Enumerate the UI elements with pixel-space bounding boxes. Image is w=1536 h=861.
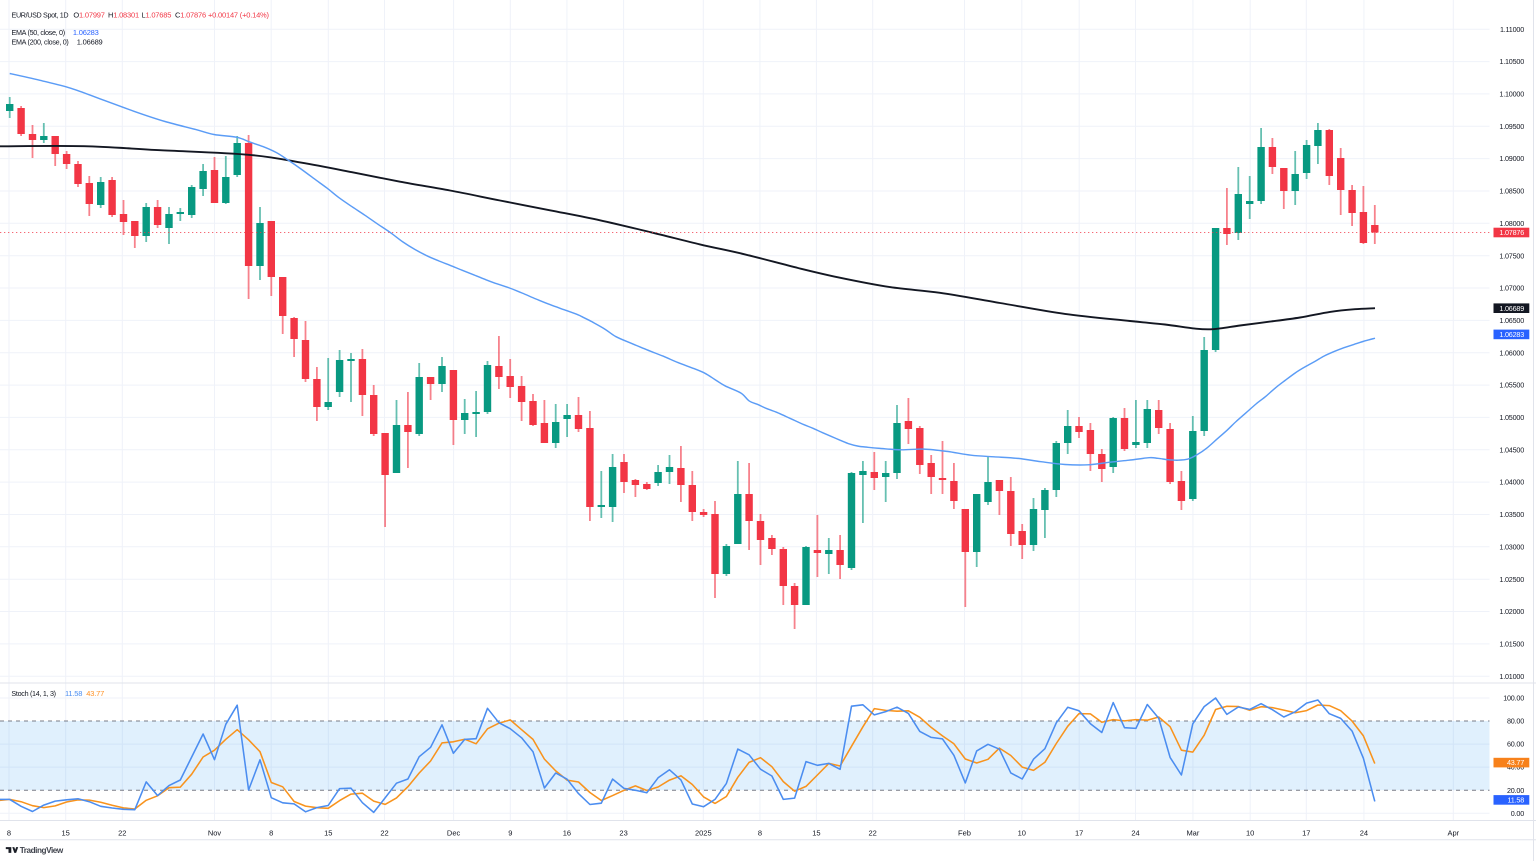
svg-text:1.05000: 1.05000 — [1499, 413, 1524, 422]
svg-text:8: 8 — [7, 828, 11, 837]
svg-text:9: 9 — [508, 828, 512, 837]
svg-text:15: 15 — [812, 828, 820, 837]
svg-text:2025: 2025 — [695, 828, 712, 837]
svg-text:1.06283: 1.06283 — [1499, 330, 1524, 339]
svg-text:23: 23 — [619, 828, 627, 837]
svg-text:24: 24 — [1131, 828, 1139, 837]
svg-text:11.58: 11.58 — [65, 689, 82, 698]
svg-text:TradingView: TradingView — [20, 846, 64, 855]
svg-text:1.07500: 1.07500 — [1499, 251, 1524, 260]
svg-text:1.08000: 1.08000 — [1499, 219, 1524, 228]
svg-text:Mar: Mar — [1186, 828, 1199, 837]
svg-text:EUR/USD Spot, 1D: EUR/USD Spot, 1D — [12, 11, 69, 20]
svg-text:22: 22 — [118, 828, 126, 837]
svg-text:Feb: Feb — [958, 828, 971, 837]
svg-text:100.00: 100.00 — [1503, 694, 1524, 703]
svg-text:10: 10 — [1018, 828, 1026, 837]
svg-text:15: 15 — [62, 828, 70, 837]
svg-text:1.01000: 1.01000 — [1499, 672, 1524, 681]
svg-text:1.02500: 1.02500 — [1499, 575, 1524, 584]
svg-text:22: 22 — [380, 828, 388, 837]
svg-text:1.03500: 1.03500 — [1499, 510, 1524, 519]
svg-text:24: 24 — [1360, 828, 1368, 837]
svg-text:22: 22 — [869, 828, 877, 837]
svg-text:Apr: Apr — [1447, 828, 1459, 837]
svg-text:Dec: Dec — [447, 828, 461, 837]
svg-text:1.06000: 1.06000 — [1499, 348, 1524, 357]
svg-text:1.09500: 1.09500 — [1499, 122, 1524, 131]
svg-text:0.00: 0.00 — [1511, 809, 1524, 818]
svg-text:1.11000: 1.11000 — [1500, 25, 1524, 34]
svg-text:Nov: Nov — [208, 828, 222, 837]
svg-text:1.10000: 1.10000 — [1499, 90, 1524, 99]
svg-text:1.01500: 1.01500 — [1499, 640, 1524, 649]
svg-text:15: 15 — [324, 828, 332, 837]
svg-text:17: 17 — [1075, 828, 1083, 837]
svg-text:8: 8 — [758, 828, 762, 837]
svg-text:1.06689: 1.06689 — [1499, 304, 1524, 313]
svg-text:1.05500: 1.05500 — [1499, 381, 1524, 390]
svg-text:1.09000: 1.09000 — [1499, 154, 1524, 163]
svg-text:1.04000: 1.04000 — [1499, 478, 1524, 487]
svg-text:16: 16 — [563, 828, 571, 837]
svg-text:60.00: 60.00 — [1507, 740, 1524, 749]
svg-text:80.00: 80.00 — [1507, 717, 1524, 726]
svg-text:20.00: 20.00 — [1507, 786, 1524, 795]
svg-text:L1.07685: L1.07685 — [142, 11, 172, 20]
svg-text:11.58: 11.58 — [1508, 796, 1525, 805]
svg-text:1.07000: 1.07000 — [1499, 284, 1524, 293]
svg-text:1.06500: 1.06500 — [1499, 316, 1524, 325]
svg-text:Stoch (14, 1, 3): Stoch (14, 1, 3) — [11, 689, 55, 698]
svg-text:1.08500: 1.08500 — [1499, 187, 1524, 196]
svg-text:EMA (200, close, 0): EMA (200, close, 0) — [12, 37, 69, 46]
svg-text:43.77: 43.77 — [86, 689, 104, 698]
svg-text:10: 10 — [1246, 828, 1254, 837]
svg-text:+0.00147 (+0.14%): +0.00147 (+0.14%) — [208, 11, 270, 20]
svg-text:EMA (50, close, 0): EMA (50, close, 0) — [12, 28, 65, 37]
svg-text:1.06689: 1.06689 — [77, 37, 103, 46]
svg-text:1.10500: 1.10500 — [1499, 57, 1524, 66]
svg-text:O1.07997: O1.07997 — [73, 11, 104, 20]
svg-text:8: 8 — [269, 828, 273, 837]
svg-text:1.07876: 1.07876 — [1499, 228, 1524, 237]
svg-text:43.77: 43.77 — [1507, 758, 1524, 767]
svg-text:C1.07876: C1.07876 — [175, 11, 206, 20]
svg-text:1.03000: 1.03000 — [1499, 542, 1524, 551]
svg-text:1.06283: 1.06283 — [73, 28, 99, 37]
svg-text:1.02000: 1.02000 — [1499, 607, 1524, 616]
svg-text:H1.08301: H1.08301 — [108, 11, 139, 20]
svg-text:1.04500: 1.04500 — [1499, 445, 1524, 454]
svg-text:17: 17 — [1302, 828, 1310, 837]
